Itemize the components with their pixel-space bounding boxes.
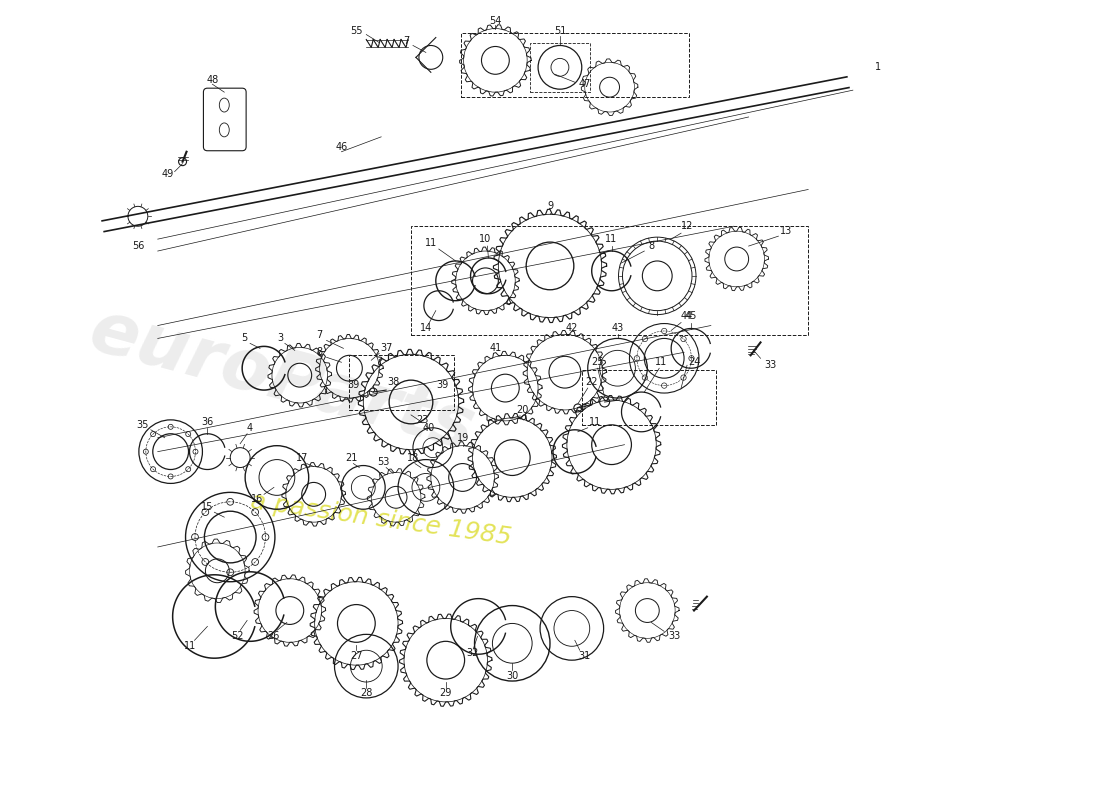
Text: 17: 17 xyxy=(296,453,308,462)
Text: 24: 24 xyxy=(688,358,701,367)
Text: 45: 45 xyxy=(685,310,697,321)
Text: 42: 42 xyxy=(565,323,578,334)
Text: 55: 55 xyxy=(350,26,363,35)
Text: 33: 33 xyxy=(764,360,777,370)
Text: 49: 49 xyxy=(162,169,174,178)
Text: 31: 31 xyxy=(579,651,591,662)
Text: 19: 19 xyxy=(456,433,469,442)
Text: 41: 41 xyxy=(490,343,502,354)
Text: 1: 1 xyxy=(874,62,881,72)
Text: 37: 37 xyxy=(379,343,393,354)
Text: 7: 7 xyxy=(403,35,409,46)
Text: 20: 20 xyxy=(516,405,528,415)
Text: 51: 51 xyxy=(553,26,566,35)
Text: 10: 10 xyxy=(480,234,492,244)
Text: 30: 30 xyxy=(506,671,518,681)
Text: 33: 33 xyxy=(668,631,680,642)
Text: 36: 36 xyxy=(201,417,213,427)
Text: 27: 27 xyxy=(350,651,363,662)
Text: 11: 11 xyxy=(588,417,601,427)
Text: 8: 8 xyxy=(317,347,322,358)
Text: 9: 9 xyxy=(547,202,553,211)
Text: 21: 21 xyxy=(345,453,358,462)
Text: 11: 11 xyxy=(425,238,437,248)
Text: 53: 53 xyxy=(377,457,389,466)
Text: 22: 22 xyxy=(585,377,598,387)
Text: 54: 54 xyxy=(490,16,502,26)
Text: 5: 5 xyxy=(241,334,248,343)
Text: 11: 11 xyxy=(185,642,197,651)
Text: a passion since 1985: a passion since 1985 xyxy=(250,489,514,550)
Text: 44: 44 xyxy=(681,310,693,321)
Text: 39: 39 xyxy=(348,380,360,390)
Text: 28: 28 xyxy=(360,688,373,698)
Text: 47: 47 xyxy=(579,79,591,90)
Text: 18: 18 xyxy=(407,453,419,462)
Text: 3: 3 xyxy=(277,334,283,343)
Text: 56: 56 xyxy=(132,241,144,251)
Text: 7: 7 xyxy=(317,330,322,341)
Text: 11: 11 xyxy=(605,234,618,244)
Text: 13: 13 xyxy=(780,226,792,236)
Text: 43: 43 xyxy=(612,323,624,334)
Text: 25: 25 xyxy=(592,358,604,367)
Text: 35: 35 xyxy=(136,420,149,430)
Text: euroParts: euroParts xyxy=(81,295,482,465)
Text: 26: 26 xyxy=(267,631,280,642)
Text: 32: 32 xyxy=(466,648,478,658)
Text: 4: 4 xyxy=(248,423,253,433)
Text: 8: 8 xyxy=(648,241,654,251)
Text: 23: 23 xyxy=(417,415,429,425)
Text: 52: 52 xyxy=(231,631,243,642)
Text: 38: 38 xyxy=(387,377,399,387)
Text: 40: 40 xyxy=(422,423,435,433)
Text: 15: 15 xyxy=(201,502,213,512)
Text: 29: 29 xyxy=(440,688,452,698)
Text: 12: 12 xyxy=(681,222,693,231)
Text: 46: 46 xyxy=(336,142,348,152)
Text: 39: 39 xyxy=(437,380,449,390)
Text: 16: 16 xyxy=(251,494,263,504)
Text: 48: 48 xyxy=(206,75,219,86)
Text: 11: 11 xyxy=(656,358,668,367)
Text: 14: 14 xyxy=(420,323,432,334)
